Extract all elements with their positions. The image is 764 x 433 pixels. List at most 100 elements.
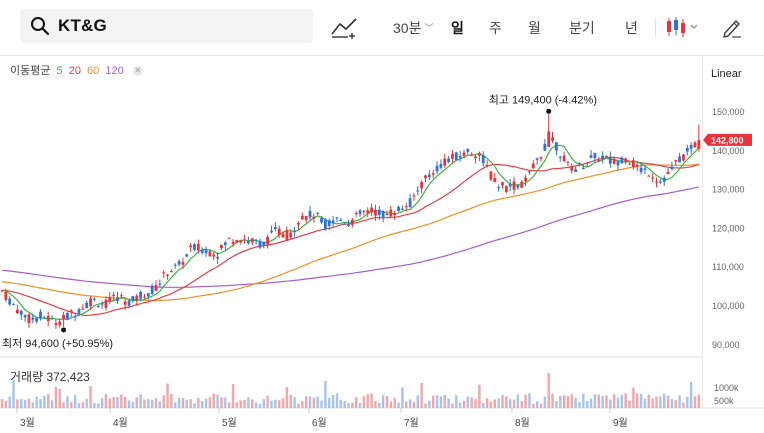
candle-body [678,156,681,163]
volume-bar [647,394,650,408]
candle-body [412,195,416,197]
volume-bar [289,394,292,408]
candle-body [139,292,142,299]
volume-bar [212,393,215,408]
volume-bar [620,394,624,408]
candle-body [601,155,604,160]
volume-bar [397,402,400,408]
candle-body [685,147,689,152]
stock-search-box[interactable]: KT&G [20,9,313,43]
period-30min-dropdown[interactable]: 30분 ﹀ [393,18,433,38]
volume-bar [666,395,670,408]
candle-body [16,309,19,314]
candle-body [547,131,551,147]
candle-body [162,272,166,274]
volume-bar [597,394,600,408]
candle-body [89,298,92,307]
volume-bar [612,394,616,408]
volume-bar [135,397,138,408]
volume-bar [316,396,319,408]
volume-bar [139,394,142,408]
volume-bar [47,393,50,408]
volume-bar [389,401,393,408]
volume-bar [678,395,681,408]
candle-body [443,158,447,166]
candle-body [135,295,139,301]
volume-bar [39,399,42,408]
price-tick-label: 100,000 [712,301,745,311]
volume-bar [23,400,27,408]
period-month-tab[interactable]: 월 [528,20,541,36]
volume-bar [201,401,204,408]
volume-bar [512,399,516,408]
volume-bar [251,399,254,408]
volume-bar [655,396,658,408]
x-tick-label: 5월 [222,417,237,429]
candlestick-type-icon[interactable] [665,15,701,39]
candle-body [146,293,150,297]
candle-body [100,303,104,305]
volume-bar [693,396,697,408]
chart-toolbar: KT&G 30분 ﹀ 일 주 월 분기 년 [0,0,764,56]
volume-bar [408,399,412,408]
volume-bar [524,394,527,408]
candle-body [585,162,589,164]
candle-body [170,270,173,272]
candle-body [493,178,497,183]
candle-body [196,244,200,251]
candle-body [362,211,366,213]
candle-body [597,159,601,161]
volume-bar [339,399,342,408]
candle-body [539,157,543,159]
candle-body [439,163,443,168]
volume-bar [85,398,88,408]
candle-body [535,158,539,160]
candle-body [143,296,146,298]
pencil-draw-icon[interactable] [721,15,743,39]
ma20-label: 20 [68,65,81,77]
candle-body [258,240,262,248]
candle-body [466,149,470,152]
period-day-tab[interactable]: 일 [451,20,464,36]
volume-bar [355,397,358,408]
volume-bar [528,393,531,408]
volume-bar [559,395,562,408]
x-tick-label: 6월 [312,417,327,429]
volume-bar [582,393,585,408]
volume-bar [81,402,85,408]
candle-body [697,139,701,149]
volume-bar [124,396,127,408]
volume-bar [578,402,581,408]
volume-bar [451,403,454,408]
volume-bar [150,399,154,408]
candle-body [193,244,196,250]
volume-bar [347,403,350,408]
candle-body [254,239,258,241]
candle-body [462,152,466,156]
volume-bar [624,393,627,408]
period-year-tab[interactable]: 년 [625,20,638,36]
volume-bar [378,402,381,408]
candle-body [404,206,408,208]
candle-body [200,249,204,253]
candle-body [366,210,370,214]
candle-body [427,174,431,178]
candle-body [289,232,293,238]
scale-mode-button[interactable]: Linear [711,68,742,80]
candle-body [543,143,547,151]
candle-body [96,306,100,308]
volume-bar [589,398,593,408]
close-icon[interactable]: ✕ [132,66,143,76]
volume-bar [493,399,496,408]
volume-bar [516,394,520,408]
candle-body [166,274,169,276]
candle-body [639,167,643,173]
volume-bar [335,393,339,408]
high-annotation: 최고 149,400 (-4.42%) [489,93,597,106]
trend-line-add-icon[interactable] [330,14,358,40]
period-week-tab[interactable]: 주 [489,20,502,36]
candle-body [593,152,597,159]
volume-bar [16,399,19,408]
period-quarter-tab[interactable]: 분기 [569,20,595,36]
